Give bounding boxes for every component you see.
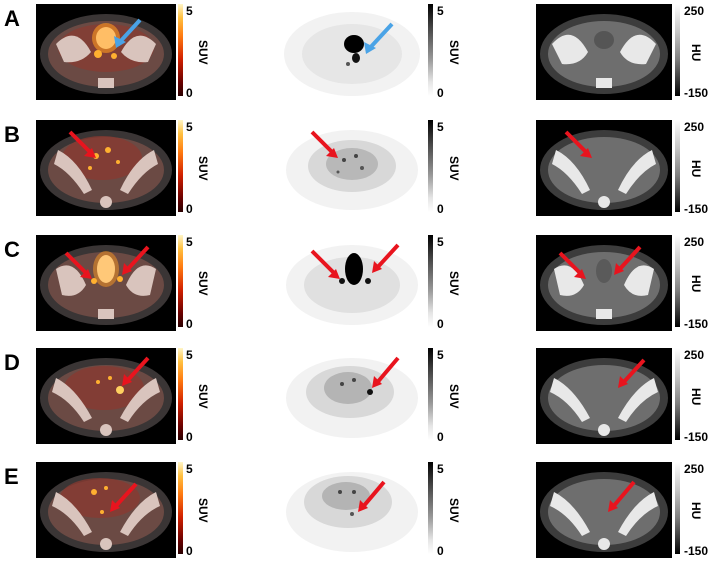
colorbar-unit-label: SUV	[196, 498, 210, 523]
pet-image	[282, 120, 422, 216]
colorbar-min-label: 0	[437, 544, 444, 558]
suv-grayscale-colorbar	[428, 120, 433, 212]
colorbar-max-label: 5	[186, 462, 193, 476]
pet-ct-fusion-image	[36, 235, 176, 331]
suv-colorbar	[178, 462, 183, 554]
colorbar-min-label: 0	[437, 430, 444, 444]
suv-colorbar	[178, 4, 183, 96]
colorbar-min-label: 0	[186, 86, 193, 100]
colorbar-max-label: 5	[186, 348, 193, 362]
row-label: E	[4, 464, 19, 489]
colorbar-unit-label: HU	[689, 388, 703, 406]
colorbar-unit-label: SUV	[196, 156, 210, 181]
colorbar-unit-label: SUV	[447, 271, 461, 296]
suv-grayscale-colorbar	[428, 462, 433, 554]
red-arrow-icon	[616, 245, 642, 273]
figure-row-c: C 5 0 SUV 5	[0, 235, 714, 347]
colorbar-max-label: 5	[186, 4, 193, 18]
colorbar-max-label: 250	[684, 348, 705, 362]
red-arrow-icon	[124, 245, 150, 273]
suv-grayscale-colorbar	[428, 4, 433, 96]
colorbar-min-label: -150	[684, 202, 709, 216]
colorbar-unit-label: HU	[689, 160, 703, 178]
pet-image	[282, 462, 422, 558]
hu-colorbar	[675, 462, 680, 554]
colorbar-min-label: 0	[186, 202, 193, 216]
colorbar-min-label: 0	[437, 202, 444, 216]
colorbar-min-label: 0	[186, 544, 193, 558]
colorbar-unit-label: SUV	[447, 156, 461, 181]
suv-grayscale-colorbar	[428, 348, 433, 440]
colorbar-max-label: 250	[684, 4, 705, 18]
red-arrow-icon	[620, 358, 646, 386]
colorbar-min-label: 0	[437, 86, 444, 100]
colorbar-max-label: 250	[684, 235, 705, 249]
pet-ct-fusion-image	[36, 462, 176, 558]
red-arrow-icon	[564, 130, 590, 156]
hu-colorbar	[675, 348, 680, 440]
ct-image	[536, 235, 672, 331]
row-label: C	[4, 237, 20, 262]
colorbar-unit-label: SUV	[447, 498, 461, 523]
suv-colorbar	[178, 235, 183, 327]
colorbar-unit-label: SUV	[447, 40, 461, 65]
colorbar-unit-label: HU	[689, 44, 703, 62]
ct-image	[536, 462, 672, 558]
figure-row-e: E 5 0 SUV 5 0 SUV	[0, 462, 714, 574]
ct-image	[536, 120, 672, 216]
pet-image	[282, 348, 422, 444]
colorbar-max-label: 5	[186, 120, 193, 134]
row-label: D	[4, 350, 20, 375]
ct-image	[536, 4, 672, 100]
red-arrow-icon	[68, 130, 94, 156]
pet-ct-fusion-image	[36, 120, 176, 216]
colorbar-min-label: -150	[684, 544, 709, 558]
colorbar-min-label: 0	[186, 430, 193, 444]
colorbar-max-label: 5	[437, 4, 444, 18]
colorbar-unit-label: HU	[689, 502, 703, 520]
hu-colorbar	[675, 235, 680, 327]
hu-colorbar	[675, 4, 680, 96]
row-label: B	[4, 122, 20, 147]
colorbar-unit-label: HU	[689, 275, 703, 293]
red-arrow-icon	[64, 251, 90, 277]
colorbar-max-label: 5	[437, 462, 444, 476]
suv-colorbar	[178, 120, 183, 212]
red-arrow-icon	[374, 243, 400, 271]
colorbar-min-label: -150	[684, 317, 709, 331]
blue-arrow-icon	[366, 22, 394, 52]
colorbar-unit-label: SUV	[196, 271, 210, 296]
colorbar-unit-label: SUV	[447, 384, 461, 409]
colorbar-unit-label: SUV	[196, 40, 210, 65]
colorbar-max-label: 250	[684, 462, 705, 476]
ct-image	[536, 348, 672, 444]
pet-ct-fusion-image	[36, 348, 176, 444]
figure-row-d: D 5 0 SUV 5 0 SUV	[0, 348, 714, 460]
colorbar-min-label: 0	[437, 317, 444, 331]
red-arrow-icon	[124, 356, 150, 384]
colorbar-unit-label: SUV	[196, 384, 210, 409]
colorbar-min-label: 0	[186, 317, 193, 331]
figure-row-b: B 5 0 SUV 5 0 SUV	[0, 120, 714, 232]
pet-image	[282, 235, 422, 331]
suv-colorbar	[178, 348, 183, 440]
hu-colorbar	[675, 120, 680, 212]
red-arrow-icon	[310, 130, 336, 156]
row-label: A	[4, 6, 20, 31]
pet-image	[282, 4, 422, 100]
colorbar-max-label: 5	[437, 348, 444, 362]
red-arrow-icon	[558, 251, 584, 277]
colorbar-min-label: -150	[684, 86, 709, 100]
colorbar-max-label: 5	[186, 235, 193, 249]
red-arrow-icon	[112, 482, 138, 510]
colorbar-max-label: 5	[437, 235, 444, 249]
suv-grayscale-colorbar	[428, 235, 433, 327]
red-arrow-icon	[310, 249, 338, 277]
colorbar-max-label: 250	[684, 120, 705, 134]
figure-row-a: A 5 0 SUV 5 0 S	[0, 4, 714, 116]
colorbar-min-label: -150	[684, 430, 709, 444]
pet-ct-fusion-image	[36, 4, 176, 100]
colorbar-max-label: 5	[437, 120, 444, 134]
